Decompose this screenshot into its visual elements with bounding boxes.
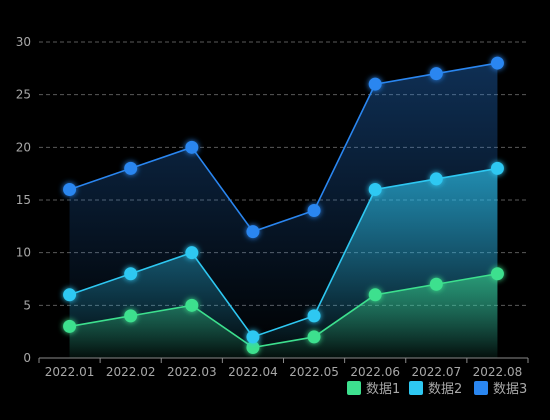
y-tick-label-0: 0 <box>23 351 31 365</box>
point-数据2-2022.08 <box>490 161 504 175</box>
x-tick-label-2022.04: 2022.04 <box>228 365 278 379</box>
legend-swatch-数据3 <box>474 381 488 395</box>
point-数据2-2022.01 <box>63 288 77 302</box>
point-数据2-2022.02 <box>124 267 138 281</box>
series-lines <box>69 62 498 349</box>
legend-label-数据2: 数据2 <box>428 382 462 397</box>
x-tick-label-2022.08: 2022.08 <box>473 365 523 379</box>
point-数据1-2022.05 <box>307 330 321 344</box>
legend-label-数据3: 数据3 <box>493 382 527 397</box>
point-数据1-2022.08 <box>490 267 504 281</box>
point-数据3-2022.04 <box>246 225 260 239</box>
y-tick-label-10: 10 <box>16 246 31 260</box>
point-数据2-2022.06 <box>368 182 382 196</box>
point-数据1-2022.03 <box>185 298 199 312</box>
point-数据3-2022.05 <box>307 204 321 218</box>
y-tick-label-30: 30 <box>16 35 31 49</box>
x-tick-label-2022.05: 2022.05 <box>289 365 339 379</box>
x-tick-label-2022.03: 2022.03 <box>167 365 217 379</box>
legend-swatch-数据2 <box>409 381 423 395</box>
point-数据3-2022.01 <box>63 182 77 196</box>
legend-label-数据1: 数据1 <box>366 382 400 397</box>
line-数据2 <box>69 167 498 338</box>
point-数据3-2022.06 <box>368 77 382 91</box>
point-数据2-2022.07 <box>429 172 443 186</box>
point-数据1-2022.06 <box>368 288 382 302</box>
point-数据1-2022.07 <box>429 277 443 291</box>
y-tick-label-20: 20 <box>16 140 31 154</box>
y-tick-label-5: 5 <box>23 298 31 312</box>
line-数据3 <box>69 62 498 233</box>
point-数据2-2022.04 <box>246 330 260 344</box>
line-数据1 <box>69 272 498 349</box>
legend-swatch-数据1 <box>347 381 361 395</box>
point-数据3-2022.07 <box>429 67 443 81</box>
point-数据3-2022.02 <box>124 161 138 175</box>
series-areas <box>69 63 498 359</box>
x-tick-label-2022.06: 2022.06 <box>350 365 400 379</box>
point-数据1-2022.02 <box>124 309 138 323</box>
point-数据3-2022.08 <box>490 56 504 70</box>
y-tick-label-25: 25 <box>16 88 31 102</box>
x-tick-label-2022.01: 2022.01 <box>45 365 95 379</box>
axes: 0 5 10 15 20 25 30 2022.01 2022.02 2022.03 2022.04… <box>16 35 529 379</box>
x-tick-label-2022.02: 2022.02 <box>106 365 156 379</box>
point-数据1-2022.04 <box>246 340 260 354</box>
x-tick-label-2022.07: 2022.07 <box>412 365 462 379</box>
y-tick-label-15: 15 <box>16 193 31 207</box>
point-数据3-2022.03 <box>185 140 199 154</box>
area-数据1 <box>69 273 498 358</box>
point-数据2-2022.03 <box>185 246 199 260</box>
point-数据2-2022.05 <box>307 309 321 323</box>
point-数据1-2022.01 <box>63 319 77 333</box>
series-points <box>63 56 504 354</box>
legend: 数据1 数据2 数据3 <box>347 381 527 397</box>
